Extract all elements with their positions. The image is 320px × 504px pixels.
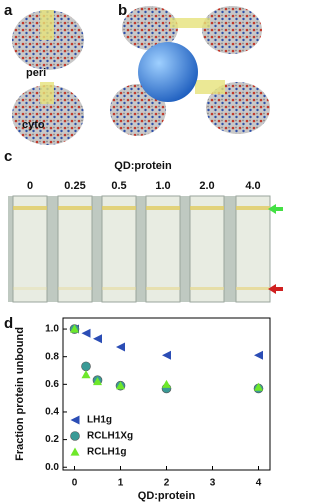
tube [101,195,137,303]
y-tick-label: 0.4 [45,407,59,418]
tube-label: 4.0 [245,180,260,192]
side-label: cyto [22,119,45,131]
y-tick-label: 0.6 [45,379,59,390]
x-axis-label: QD:protein [138,490,196,502]
legend-label: RCLH1g [87,447,126,458]
band-lower [236,287,270,290]
panel-label: c [4,148,12,165]
legend-marker [70,415,80,425]
y-tick-label: 0.0 [45,462,59,473]
point [70,324,79,333]
y-axis-label: Fraction protein unbound [14,327,26,461]
point [116,381,125,390]
tube [57,195,93,303]
point [254,382,263,391]
y-tick-label: 0.8 [45,351,59,362]
y-tick-label: 1.0 [45,324,59,335]
point [254,350,263,360]
band-yellow [190,206,224,210]
arrow-red [268,284,283,294]
tube [189,195,225,303]
protein-image [122,6,178,50]
point [116,342,125,352]
plot: 0.0 0.2 0.4 0.6 0.8 1.0 0 1 2 3 4 QD:protein Fractio… [14,317,271,502]
band-lower [102,287,136,290]
tube-label: 0.25 [64,180,85,192]
side-label: peri [26,67,46,79]
panel-label: b [118,2,127,19]
protein-image [202,6,262,54]
point [81,370,91,379]
point [93,334,102,344]
protein-image [206,82,270,134]
band-lower [58,287,92,290]
legend-marker [70,431,80,441]
point [93,377,102,386]
tube [145,195,181,303]
protein-highlight [195,80,225,94]
panel-title: QD:protein [114,160,172,172]
protein-highlight [40,82,54,104]
tube-label: 0.5 [111,180,126,192]
tube [235,195,271,303]
point [81,328,91,338]
protein-image [12,85,84,145]
band-yellow [58,206,92,210]
band-lower [190,287,224,290]
quantum-dot [138,42,198,102]
band-lower [13,287,47,290]
point [162,379,171,388]
page: a peri cyto b c QD:protein d 0.0 0.2 0.4 0.… [4,1,283,502]
tube-label: 2.0 [199,180,214,192]
tube-label: 0 [27,180,33,192]
legend-label: LH1g [87,415,112,426]
x-tick-label: 1 [118,478,124,489]
arrow-green [268,204,283,214]
tube [12,195,48,303]
protein-highlight [170,18,210,28]
tubes [12,195,271,303]
x-tick-label: 0 [72,478,78,489]
band-yellow [236,206,270,210]
protein-highlight [40,10,54,40]
panel-label: a [4,2,13,19]
point [162,350,171,360]
point [81,361,91,372]
legend-marker [70,447,80,456]
tube-label: 1.0 [155,180,170,192]
legend-label: RCLH1Xg [87,431,133,442]
panel-label: d [4,315,13,332]
x-tick-label: 2 [164,478,170,489]
x-tick-label: 4 [256,478,262,489]
band-yellow [13,206,47,210]
band-yellow [146,206,180,210]
band-lower [146,287,180,290]
x-tick-label: 3 [210,478,216,489]
figure: a peri cyto b c QD:protein d 0.00.20.40.… [4,2,283,502]
y-tick-label: 0.2 [45,434,59,445]
band-yellow [102,206,136,210]
